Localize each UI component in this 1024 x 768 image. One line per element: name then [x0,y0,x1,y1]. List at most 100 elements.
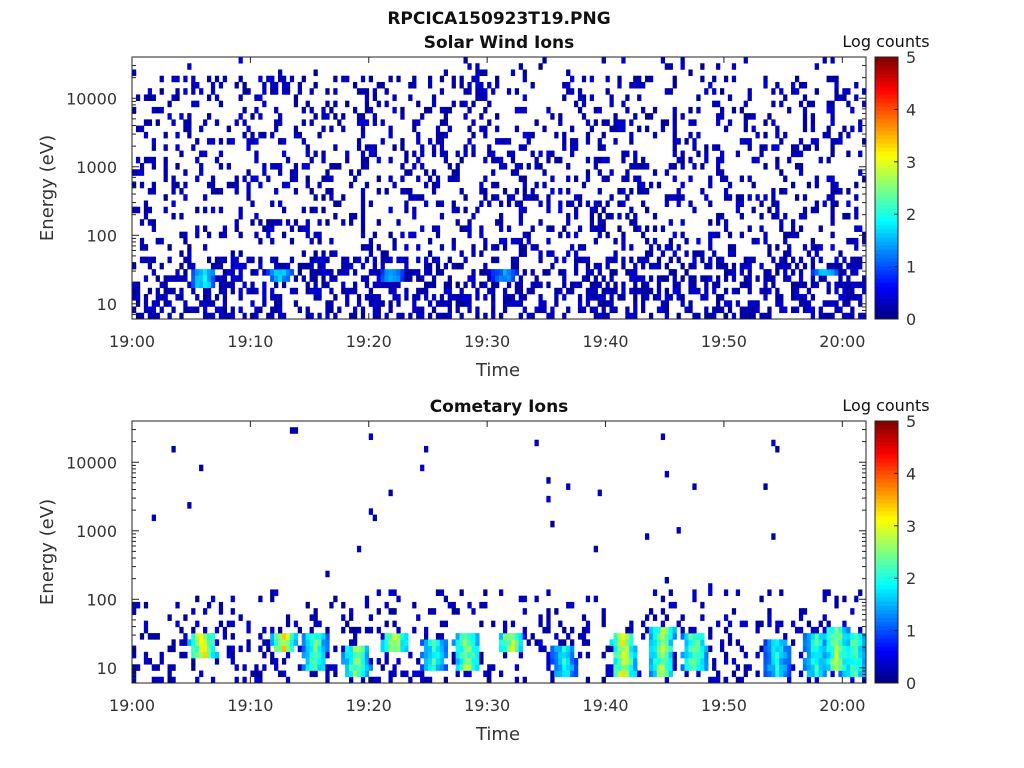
heatmap-cell [609,169,614,176]
heatmap-cell [254,94,259,101]
heatmap-cell [534,244,539,251]
heatmap-cell [502,244,508,251]
heatmap-cell [570,200,575,208]
heatmap-cell [779,620,784,628]
heatmap-cell [830,188,835,195]
heatmap-cell [783,633,788,640]
heatmap-cell [834,269,839,276]
heatmap-cell [625,664,630,671]
heatmap-cell [783,275,788,282]
colorbar-swatch [875,118,898,123]
heatmap-cell [862,175,867,183]
heatmap-cell [210,138,216,145]
heatmap-cell [258,131,263,139]
heatmap-cell [522,106,527,114]
heatmap-cell [206,312,212,320]
heatmap-cell [826,262,831,270]
heatmap-cell [660,225,666,232]
heatmap-cell [435,256,441,264]
heatmap-cell [250,200,255,208]
heatmap-cell [621,639,626,646]
heatmap-cell [518,595,523,603]
heatmap-cell [534,275,539,282]
heatmap-cell [625,312,630,320]
heatmap-cell [605,300,610,307]
heatmap-cell [798,150,804,158]
heatmap-cell [499,645,504,653]
heatmap-cell [309,275,314,282]
heatmap-cell [573,256,579,264]
heatmap-cell [195,281,200,289]
heatmap-cell [510,645,516,653]
heatmap-cell [183,88,188,95]
heatmap-cell [577,281,583,289]
heatmap-cell [349,645,354,653]
heatmap-cell [179,294,184,301]
heatmap-cell [834,281,839,289]
heatmap-cell [530,269,535,276]
heatmap-cell [802,300,808,307]
heatmap-cell [787,250,792,257]
heatmap-cell [479,113,484,120]
heatmap-cell [250,219,255,226]
heatmap-cell [692,626,697,634]
heatmap-cell [195,138,200,145]
heatmap-cell [826,626,831,634]
colorbar-swatch [875,466,898,471]
heatmap-cell [431,608,437,615]
heatmap-cell [723,658,729,665]
heatmap-cell [167,287,172,295]
heatmap-cell [629,626,634,634]
heatmap-cell [731,262,737,270]
heatmap-cell [455,664,460,671]
heatmap-cell [601,676,606,684]
heatmap-cell [325,626,330,634]
colorbar-swatch [875,188,898,193]
heatmap-cell [846,200,851,208]
heatmap-cell [443,595,448,603]
heatmap-cell [368,433,374,441]
heatmap-cell [341,194,346,201]
heatmap-cell [767,614,772,621]
heatmap-cell [546,614,551,621]
heatmap-cell [534,595,539,603]
heatmap-cell [664,169,669,176]
heatmap-cell [132,106,137,114]
x-tick-label: 19:30 [464,696,510,715]
heatmap-cell [502,620,508,628]
heatmap-cell [589,94,595,101]
heatmap-cell [696,658,701,665]
heatmap-cell [203,608,208,615]
heatmap-cell [443,69,448,77]
heatmap-cell [585,300,591,307]
heatmap-cell [794,306,800,314]
heatmap-cell [349,670,354,678]
heatmap-cell [309,639,314,646]
heatmap-cell [625,169,630,176]
heatmap-cell [222,294,228,301]
heatmap-cell [802,113,808,120]
heatmap-cell [147,306,153,314]
heatmap-cell [455,163,460,170]
heatmap-cell [262,664,267,671]
heatmap-cell [629,256,634,264]
heatmap-cell [858,633,863,640]
heatmap-cell [479,651,484,659]
x-tick-label: 19:10 [227,696,273,715]
heatmap-cell [341,125,346,133]
heatmap-cell [187,502,192,509]
heatmap-cell [317,620,322,628]
heatmap-cell [573,194,579,201]
heatmap-cell [751,125,756,133]
heatmap-cell [435,639,441,646]
heatmap-cell [471,144,476,151]
heatmap-cell [388,125,393,133]
heatmap-cell [412,294,417,301]
heatmap-cell [191,75,196,83]
heatmap-cell [206,269,212,276]
heatmap-cell [846,639,851,646]
heatmap-cell [672,144,677,151]
heatmap-cell [585,175,591,183]
heatmap-cell [333,250,338,257]
heatmap-cell [364,658,370,665]
